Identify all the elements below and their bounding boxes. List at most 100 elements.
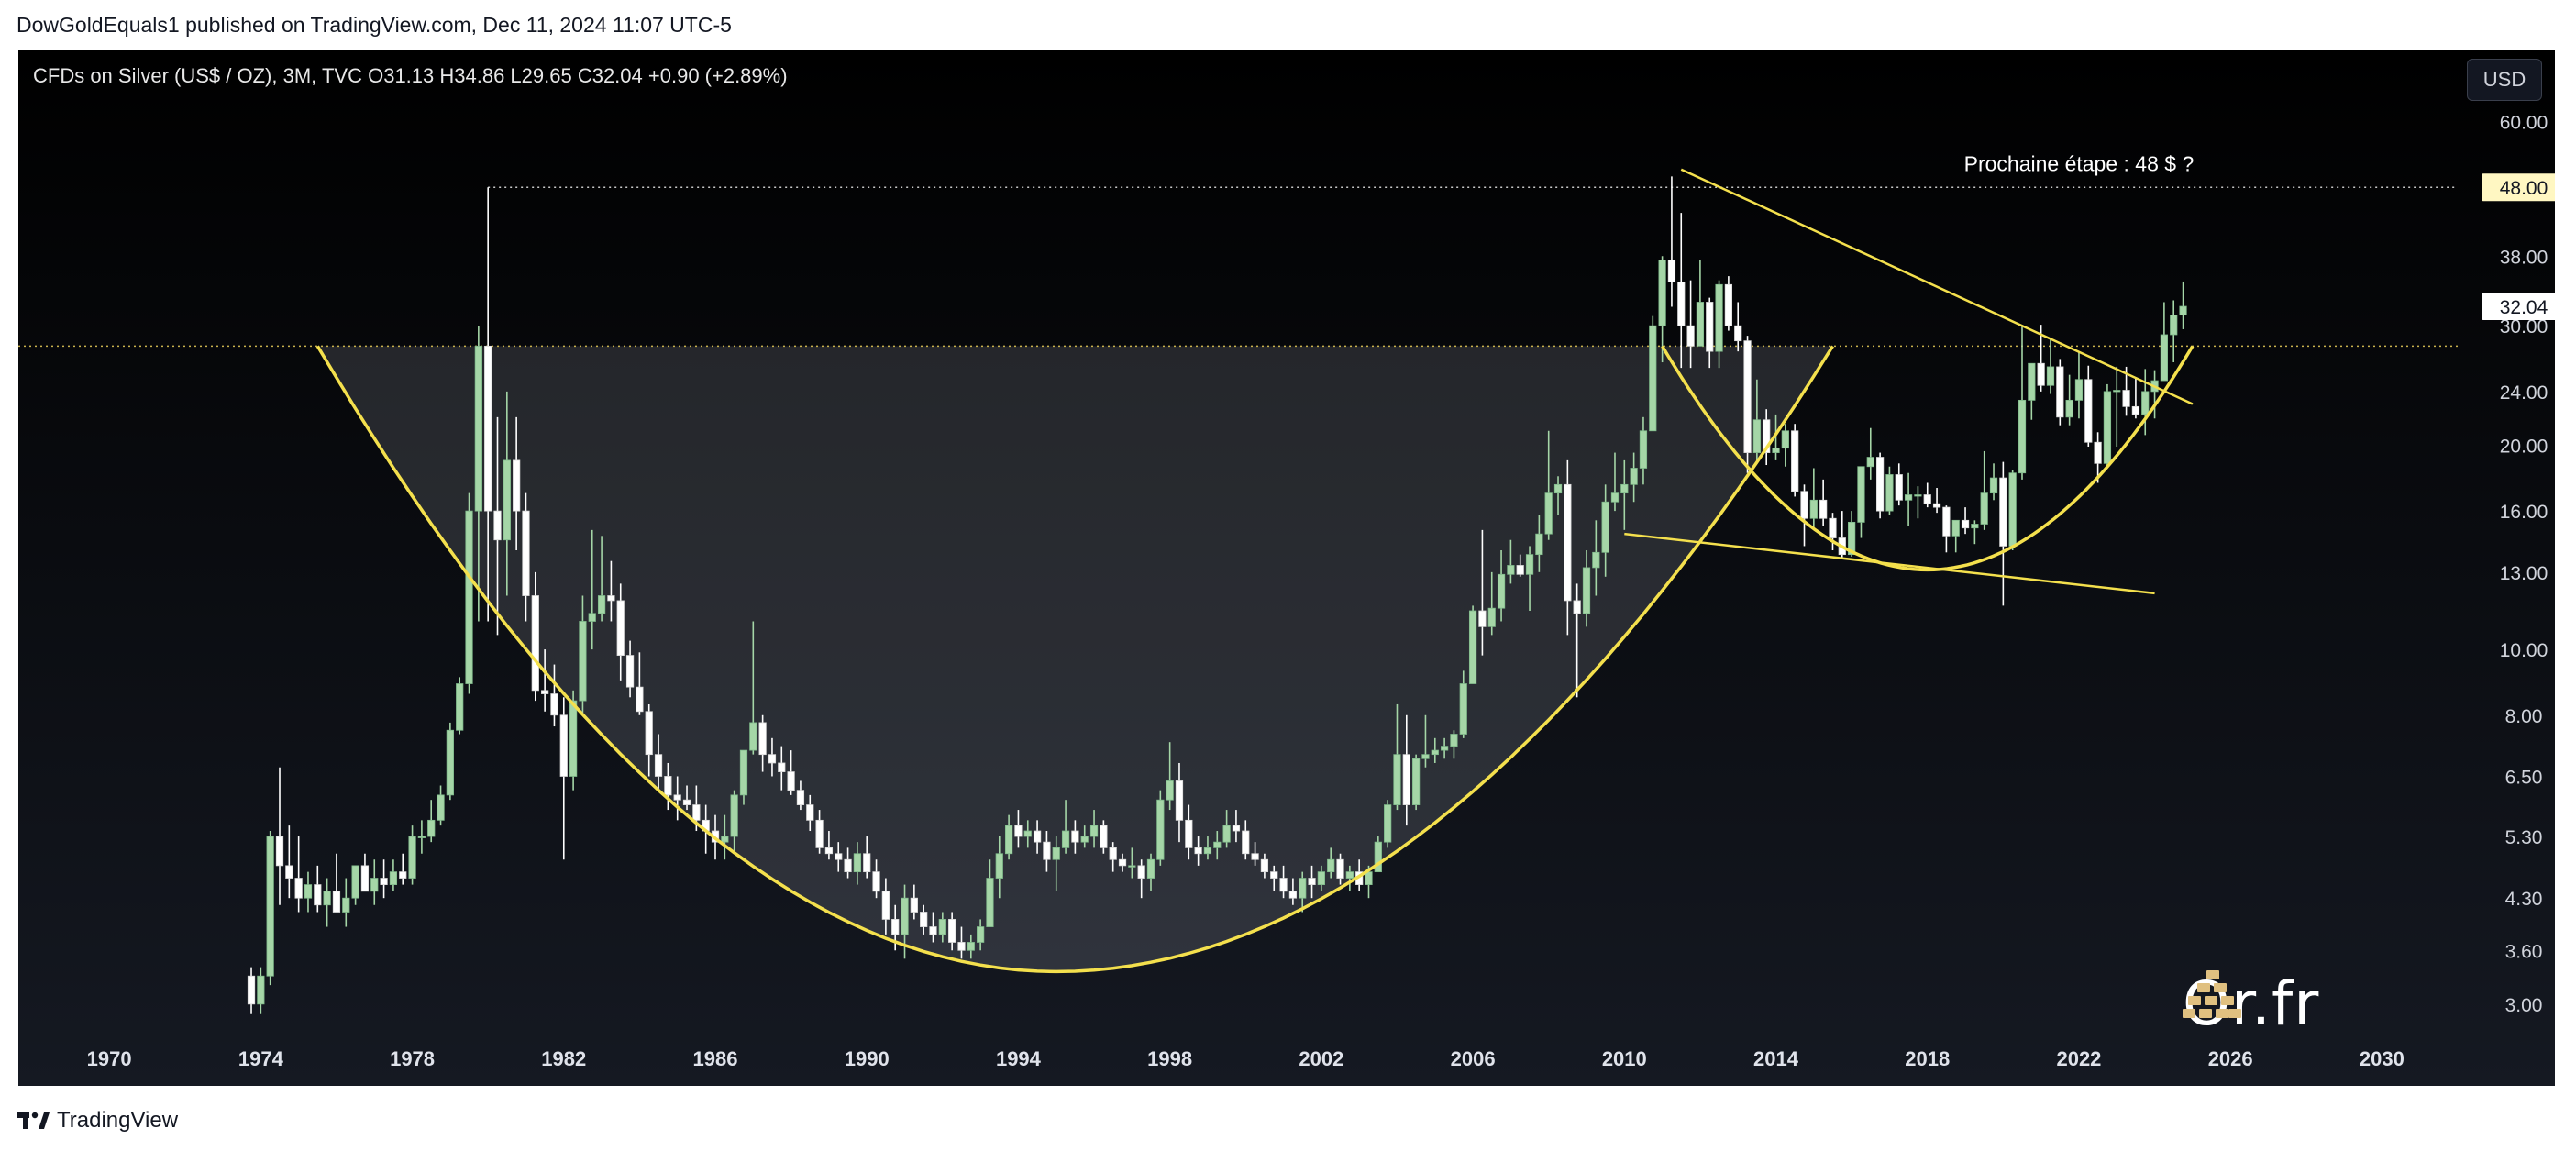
candle	[967, 934, 975, 959]
candle-body	[1497, 573, 1506, 609]
candle-body	[323, 891, 331, 906]
candle-body	[1052, 847, 1060, 860]
candle-body	[1478, 610, 1487, 627]
candle	[588, 529, 596, 650]
candle	[1080, 825, 1089, 848]
candle-body	[465, 510, 473, 684]
candle-body	[1724, 283, 1733, 326]
candle	[342, 878, 350, 927]
candle-body	[1487, 607, 1496, 627]
candle	[2018, 326, 2027, 480]
candle-body	[1014, 825, 1023, 837]
guide-lines	[18, 186, 2458, 348]
candle	[1061, 800, 1070, 854]
candle	[1431, 737, 1439, 763]
candle-body	[1137, 865, 1145, 879]
chart-svg[interactable]: Prochaine étape : 48 $ ? 60.00 38.00 30.00…	[18, 50, 2555, 1086]
candle-body	[1327, 858, 1335, 873]
candle	[1004, 814, 1013, 860]
candle-body	[1033, 830, 1042, 843]
candle-body	[881, 891, 890, 920]
candle	[844, 847, 852, 879]
y-tick-label: 8.00	[2505, 706, 2543, 727]
candle-body	[853, 853, 862, 873]
candle-body	[796, 790, 805, 805]
candle-body	[645, 711, 653, 756]
candle-body	[1667, 260, 1676, 282]
candle	[2074, 351, 2084, 419]
candle-body	[1166, 780, 1174, 801]
candle-body	[920, 912, 928, 927]
candle	[2037, 325, 2045, 392]
candle-body	[957, 942, 966, 951]
candle	[2008, 470, 2017, 551]
candle	[1649, 315, 1657, 432]
candle-body	[692, 804, 701, 821]
candle	[1620, 459, 1629, 530]
candle	[1251, 842, 1259, 866]
candle	[1932, 488, 1941, 514]
y-tick-label: 38.00	[2500, 247, 2548, 268]
candle-body	[1752, 419, 1761, 453]
symbol-legend[interactable]: CFDs on Silver (US$ / OZ), 3M, TVC O31.1…	[33, 64, 788, 87]
candle-body	[531, 595, 539, 692]
tradingview-footer[interactable]: TradingView	[17, 1108, 178, 1134]
candle-body	[2141, 391, 2150, 415]
candle	[1270, 865, 1278, 891]
candle	[294, 836, 303, 913]
candle-body	[1175, 780, 1184, 821]
chart-area[interactable]: Prochaine étape : 48 $ ? 60.00 38.00 30.00…	[18, 50, 2555, 1086]
candle	[1185, 804, 1193, 860]
candle	[796, 780, 805, 811]
candle-body	[1649, 325, 1657, 432]
candle	[1288, 878, 1298, 905]
candle-body	[1800, 491, 1808, 519]
candle	[1299, 871, 1307, 913]
candle	[872, 859, 880, 899]
candle-body	[1819, 499, 1828, 519]
big-cup-curve	[315, 345, 1834, 974]
candle-body	[1763, 419, 1771, 453]
candle	[1213, 831, 1222, 860]
y-tick-label: 24.00	[2500, 382, 2548, 404]
candle	[768, 737, 777, 777]
candle	[2141, 369, 2150, 436]
y-tick-label: 10.00	[2500, 640, 2548, 661]
candle-body	[380, 878, 388, 885]
candle-body	[1194, 847, 1202, 855]
candle-body	[2170, 315, 2178, 336]
candle-body	[1336, 858, 1344, 879]
candle	[1573, 583, 1581, 698]
candle-body	[1989, 477, 1998, 494]
x-tick-label: 1986	[693, 1047, 738, 1070]
candle-body	[1071, 830, 1079, 843]
candle	[1999, 461, 2007, 606]
candle	[654, 734, 663, 791]
candle-body	[351, 865, 359, 899]
currency-button[interactable]: USD	[2467, 59, 2542, 101]
y-tick-label: 60.00	[2500, 113, 2548, 134]
candle-body	[967, 942, 975, 951]
x-tick-label: 2030	[2360, 1047, 2405, 1070]
candle	[1128, 847, 1136, 879]
candle	[1914, 486, 1922, 519]
candle-body	[559, 714, 568, 777]
candle	[1450, 730, 1458, 759]
candle-body	[1525, 554, 1534, 575]
candle	[1384, 800, 1392, 848]
candle	[977, 919, 985, 951]
candle-body	[493, 510, 502, 541]
candle	[1100, 820, 1108, 854]
candle	[1951, 519, 1960, 553]
candle	[285, 825, 293, 899]
candle	[1374, 836, 1382, 873]
candle-body	[1677, 282, 1686, 326]
candle	[1222, 810, 1231, 848]
candle-body	[891, 919, 900, 935]
candle-body	[1971, 524, 1979, 529]
candle-body	[437, 794, 445, 821]
candle	[569, 690, 578, 791]
candle-body	[1004, 825, 1013, 855]
candle-body	[1781, 430, 1789, 449]
candle-body	[427, 819, 436, 837]
